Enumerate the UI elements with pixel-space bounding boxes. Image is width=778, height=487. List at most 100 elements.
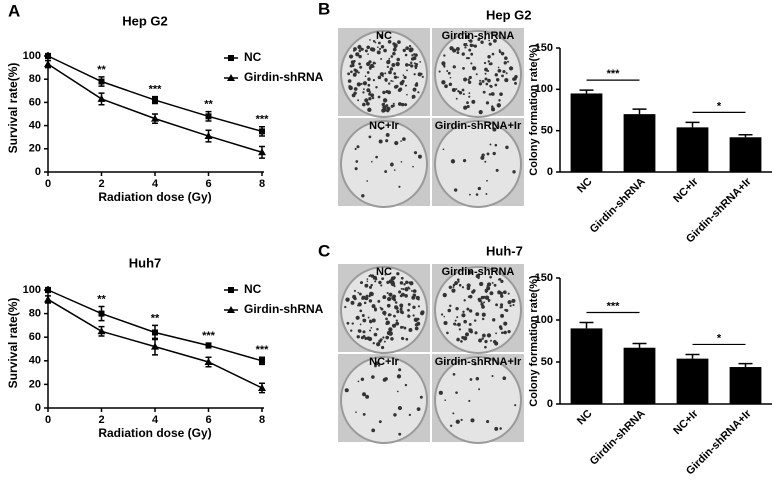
colony [514, 81, 517, 85]
x-tick-label: 0 [45, 178, 51, 190]
colony [413, 62, 416, 65]
plate-label: Girdin-shRNA [442, 266, 515, 278]
significance: ** [151, 312, 160, 324]
colony [468, 328, 470, 330]
colony [370, 274, 375, 278]
colony [402, 74, 405, 77]
colony [498, 49, 501, 52]
colony [466, 307, 470, 311]
colony [505, 72, 508, 75]
colony [397, 102, 402, 106]
colony [468, 48, 472, 52]
colony [382, 75, 384, 78]
colony [481, 312, 486, 317]
colony [484, 160, 487, 163]
colony [379, 72, 384, 77]
colony [407, 308, 410, 312]
colony [372, 277, 375, 280]
colony [514, 74, 518, 79]
colony [499, 291, 504, 296]
colony [451, 288, 456, 293]
colony [491, 375, 494, 378]
colony [345, 297, 350, 302]
colony [392, 47, 397, 52]
colony [380, 44, 385, 49]
colony [501, 74, 504, 78]
colony [389, 67, 394, 71]
colony [374, 364, 377, 368]
colony [509, 304, 512, 307]
colony [387, 313, 391, 317]
colony [497, 68, 502, 73]
colony [462, 66, 465, 70]
colony [353, 47, 357, 51]
colony [373, 332, 378, 337]
colony [466, 44, 468, 47]
colony [461, 335, 465, 340]
y-tick-label: 40 [29, 355, 41, 367]
colony [355, 411, 357, 413]
colony [500, 313, 505, 318]
error-bar [579, 89, 594, 94]
colony [465, 34, 470, 39]
colony [505, 308, 509, 312]
marker [151, 114, 159, 122]
colony [493, 283, 497, 287]
colony [374, 62, 377, 65]
colony [421, 75, 424, 78]
error-bar [685, 121, 700, 128]
colony [454, 281, 458, 285]
significance: *** [202, 330, 216, 342]
colony [374, 308, 377, 312]
colony [489, 143, 492, 146]
colony [368, 294, 371, 298]
colony [354, 147, 357, 151]
colony [477, 186, 481, 191]
dish [434, 30, 522, 118]
colony [465, 332, 469, 337]
colony [353, 60, 356, 63]
colony [478, 338, 483, 343]
colony [456, 316, 459, 319]
colony [375, 86, 378, 89]
colony [358, 47, 361, 50]
colony [383, 313, 386, 316]
colony [463, 43, 467, 47]
colony [502, 69, 506, 74]
dish [340, 120, 428, 208]
colony [398, 290, 402, 294]
colony [368, 91, 372, 94]
colony [368, 299, 373, 303]
legend-label: NC [244, 282, 262, 296]
colony [370, 160, 373, 163]
colony [357, 380, 360, 383]
colony [444, 399, 447, 401]
y-tick-label: 50 [541, 356, 553, 368]
colony [370, 283, 373, 287]
colony [483, 301, 486, 304]
colony [496, 103, 501, 108]
colony [398, 185, 401, 188]
y-tick-label: 50 [541, 125, 553, 137]
colony [386, 65, 389, 69]
colony [385, 320, 390, 325]
colony [367, 83, 371, 87]
colony [386, 291, 389, 295]
colony [379, 127, 383, 130]
colony [415, 295, 420, 300]
error-bar [738, 362, 753, 368]
colony [368, 285, 372, 289]
colony [383, 48, 387, 53]
marker [259, 357, 265, 364]
y-tick-label: 100 [23, 50, 41, 62]
colony [480, 300, 483, 303]
x-tick-label: 4 [152, 414, 159, 426]
y-tick-label: 150 [535, 42, 553, 54]
x-axis-label: Radiation dose (Gy) [98, 190, 211, 204]
y-tick-label: 150 [535, 272, 553, 284]
colony [500, 294, 504, 298]
colony [461, 313, 466, 318]
significance: *** [256, 114, 270, 126]
colony [392, 51, 396, 56]
bar [729, 137, 762, 172]
